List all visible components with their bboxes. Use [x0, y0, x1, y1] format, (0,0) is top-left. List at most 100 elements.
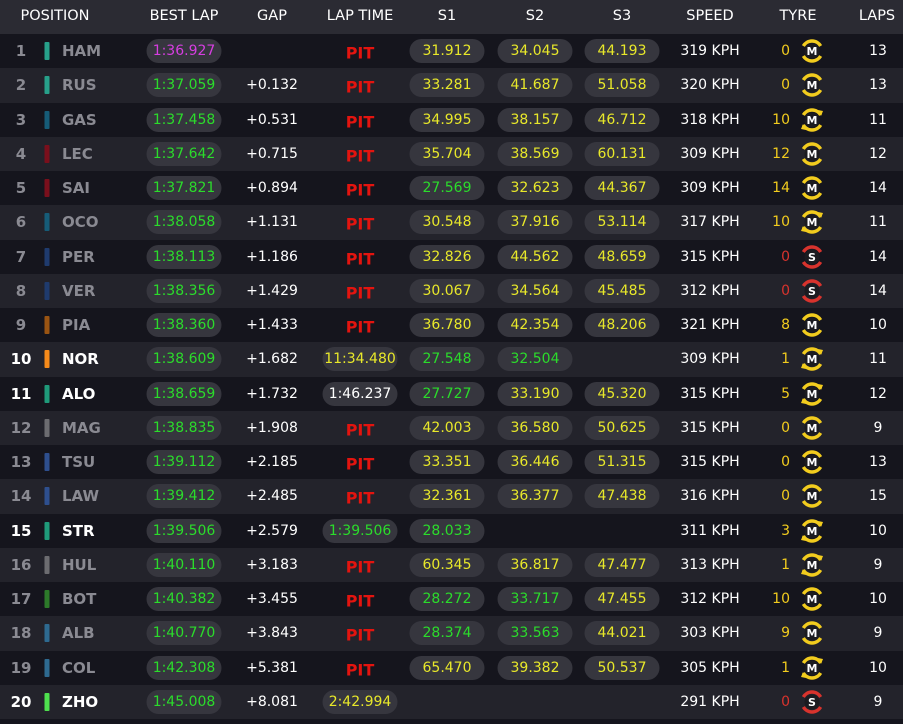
laps-count: 9	[873, 625, 883, 642]
table-row[interactable]: 13 TSU 1:39.112 +2.185 PIT 33.351 36.446 51.315…	[0, 445, 903, 480]
gap-value: +1.433	[246, 317, 298, 334]
sector-s3: 50.625	[584, 415, 660, 440]
driver-name: VER	[62, 281, 96, 300]
sector-s3: 44.193	[584, 39, 660, 64]
tyre-age: 12	[772, 145, 790, 162]
driver-name: HAM	[62, 42, 102, 61]
header-tyre[interactable]: TYRE	[779, 8, 817, 24]
pit-status: PIT	[345, 283, 375, 303]
driver-name: PIA	[62, 316, 91, 335]
gap-value: +1.732	[246, 385, 298, 402]
table-row[interactable]: 1 HAM 1:36.927 PIT 31.912 34.045 44.193 319 KPH…	[0, 34, 903, 69]
speed-value: 315 KPH	[680, 419, 740, 436]
position-number: 1	[15, 42, 27, 61]
driver-name: ALB	[62, 624, 95, 643]
table-row[interactable]: 16 HUL 1:40.110 +3.183 PIT 60.345 36.817 47.477…	[0, 547, 903, 582]
laps-count: 13	[869, 77, 887, 94]
gap-value: +5.381	[246, 659, 298, 676]
table-row[interactable]: 14 LAW 1:39.412 +2.485 PIT 32.361 36.377 47.438…	[0, 479, 903, 514]
sector-s2: 34.045	[497, 39, 573, 64]
laps-count: 9	[873, 693, 883, 710]
sector-s2: 32.504	[497, 347, 573, 372]
tyre-age: 5	[781, 385, 790, 402]
gap-value: +0.531	[246, 111, 298, 128]
driver-name: GAS	[62, 110, 97, 129]
sector-s1: 28.272	[409, 587, 485, 612]
sector-s3: 48.659	[584, 244, 660, 269]
header-best-lap[interactable]: BEST LAP	[149, 8, 219, 24]
header-laps[interactable]: LAPS	[858, 8, 896, 24]
table-row[interactable]: 3 GAS 1:37.458 +0.531 PIT 34.995 38.157 46.712 3…	[0, 102, 903, 137]
position-number: 11	[10, 384, 32, 403]
svg-text:S: S	[808, 696, 816, 709]
table-row[interactable]: 9 PIA 1:38.360 +1.433 PIT 36.780 42.354 48.206 3…	[0, 308, 903, 343]
gap-value: +3.843	[246, 625, 298, 642]
best-lap-time: 1:38.360	[146, 313, 222, 338]
sector-s2: 33.717	[497, 587, 573, 612]
gap-value: +0.132	[246, 77, 298, 94]
sector-s2: 36.817	[497, 552, 573, 577]
best-lap-time: 1:39.412	[146, 484, 222, 509]
header-lap-time[interactable]: LAP TIME	[326, 8, 394, 24]
medium-tyre-icon: M	[799, 655, 825, 681]
driver-name: NOR	[62, 350, 99, 369]
driver-name: STR	[62, 521, 95, 540]
medium-tyre-icon: M	[799, 141, 825, 167]
table-row[interactable]: 6 OCO 1:38.058 +1.131 PIT 30.548 37.916 53.114 3…	[0, 205, 903, 240]
sector-s3: 45.485	[584, 278, 660, 303]
laps-count: 10	[869, 522, 887, 539]
position-number: 6	[15, 213, 27, 232]
table-row[interactable]: 17 BOT 1:40.382 +3.455 PIT 28.272 33.717 47.455…	[0, 582, 903, 617]
table-row[interactable]: 10 NOR 1:38.609 +1.682 11:34.480 27.548 32.504…	[0, 342, 903, 377]
tyre-age: 1	[781, 556, 790, 573]
header-s2[interactable]: S2	[525, 8, 545, 24]
team-color-bar	[44, 555, 50, 574]
driver-name: HUL	[62, 555, 97, 574]
table-row[interactable]: 18 ALB 1:40.770 +3.843 PIT 28.374 33.563 44.021…	[0, 616, 903, 651]
header-s1[interactable]: S1	[437, 8, 457, 24]
sector-s1: 60.345	[409, 552, 485, 577]
team-color-bar	[44, 418, 50, 437]
table-row[interactable]: 12 MAG 1:38.835 +1.908 PIT 42.003 36.580 50.625…	[0, 410, 903, 445]
tyre-age: 0	[781, 693, 790, 710]
laps-count: 15	[869, 488, 887, 505]
table-row[interactable]: 8 VER 1:38.356 +1.429 PIT 30.067 34.564 45.485 3…	[0, 273, 903, 308]
best-lap-time: 1:38.058	[146, 210, 222, 235]
table-row[interactable]: 11 ALO 1:38.659 +1.732 1:46.237 27.727 33.190 4…	[0, 376, 903, 411]
svg-text:M: M	[807, 388, 818, 401]
table-row[interactable]: 2 RUS 1:37.059 +0.132 PIT 33.281 41.687 51.058 3…	[0, 68, 903, 103]
best-lap-time: 1:36.927	[146, 39, 222, 64]
sector-s1: 42.003	[409, 415, 485, 440]
team-color-bar	[44, 213, 50, 232]
table-row[interactable]: 7 PER 1:38.113 +1.186 PIT 32.826 44.562 48.659 3…	[0, 239, 903, 274]
best-lap-time: 1:38.835	[146, 415, 222, 440]
medium-tyre-icon: M	[799, 107, 825, 133]
table-row[interactable]: 20 ZHO 1:45.008 +8.081 2:42.994 291 KPH 0 S 9	[0, 684, 903, 719]
svg-text:M: M	[807, 114, 818, 127]
header-s3[interactable]: S3	[612, 8, 632, 24]
sector-s1: 28.033	[409, 518, 485, 543]
sector-s3: 51.058	[584, 73, 660, 98]
position-number: 9	[15, 316, 27, 335]
svg-text:S: S	[808, 251, 816, 264]
medium-tyre-icon: M	[799, 381, 825, 407]
team-color-bar	[44, 624, 50, 643]
sector-s2: 38.157	[497, 107, 573, 132]
sector-s1: 27.727	[409, 381, 485, 406]
table-row[interactable]: 5 SAI 1:37.821 +0.894 PIT 27.569 32.623 44.367 3…	[0, 171, 903, 206]
header-position[interactable]: POSITION	[20, 8, 90, 24]
table-row[interactable]: 19 COL 1:42.308 +5.381 PIT 65.470 39.382 50.537…	[0, 650, 903, 685]
header-gap[interactable]: GAP	[257, 8, 287, 24]
position-number: 15	[10, 521, 32, 540]
medium-tyre-icon: M	[799, 483, 825, 509]
table-row[interactable]: 4 LEC 1:37.642 +0.715 PIT 35.704 38.569 60.131 3…	[0, 136, 903, 171]
tyre-age: 10	[772, 111, 790, 128]
sector-s3: 44.021	[584, 621, 660, 646]
svg-text:M: M	[807, 80, 818, 93]
gap-value: +1.429	[246, 282, 298, 299]
speed-value: 315 KPH	[680, 454, 740, 471]
table-row[interactable]: 15 STR 1:39.506 +2.579 1:39.506 28.033 311 KPH…	[0, 513, 903, 548]
team-color-bar	[44, 281, 50, 300]
header-speed[interactable]: SPEED	[686, 8, 734, 24]
tyre-age: 8	[781, 317, 790, 334]
